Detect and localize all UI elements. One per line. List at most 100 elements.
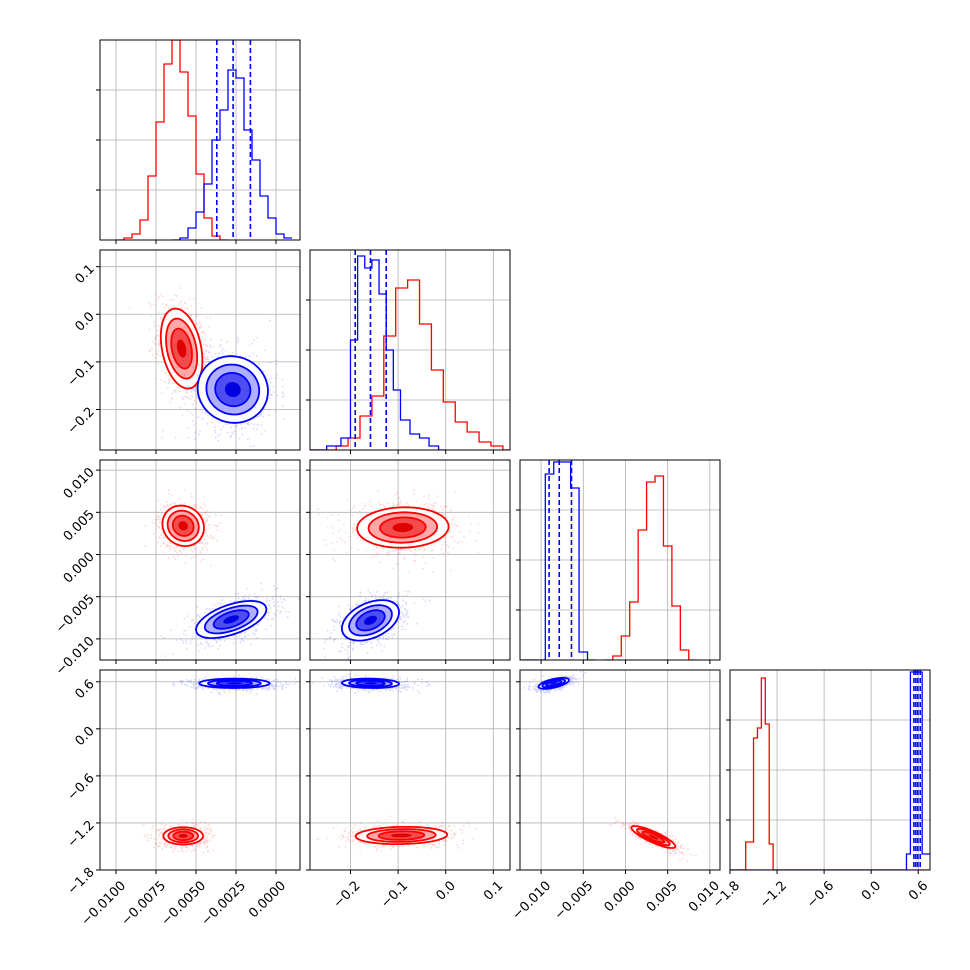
red-contour-line <box>377 830 426 841</box>
blue-contour-line <box>196 355 269 424</box>
scatter-panel-2 <box>99 459 301 661</box>
x-tick-label: 0.1 <box>481 878 506 903</box>
x-axis-3: −0.010−0.005 0.000 0.005 0.010 <box>510 870 723 923</box>
blue-contour-line <box>541 678 566 689</box>
red-density-fill <box>391 833 412 838</box>
panel-frame <box>309 459 511 661</box>
blue-contour-line <box>355 609 386 632</box>
red-contour-line <box>635 827 671 847</box>
scatter-panel-6 <box>519 669 721 871</box>
red-contour-line <box>379 516 427 539</box>
histogram-panel-3 <box>516 459 721 661</box>
blue-histogram-line <box>172 69 292 240</box>
scatter-panel-1 <box>99 249 301 451</box>
blue-density-fill <box>364 615 377 625</box>
x-tick-label: −0.005 <box>552 878 597 923</box>
y-tick-label: −0.005 <box>53 592 98 637</box>
y-tick-label: 0.6 <box>72 677 97 702</box>
x-tick-label: −0.010 <box>510 878 555 923</box>
red-contour-line <box>159 307 204 390</box>
blue-contour-line <box>203 604 259 635</box>
red-contour-line <box>366 828 437 843</box>
red-histogram-line <box>116 40 228 240</box>
x-tick-label: 0.0000 <box>246 878 289 921</box>
red-density-fill <box>648 834 659 840</box>
blue-density-fill <box>226 682 243 685</box>
red-contour-line <box>356 506 450 549</box>
red-histogram-line <box>604 475 698 660</box>
x-tick-label: 0.6 <box>906 878 931 903</box>
y-tick-label: −0.6 <box>65 771 98 804</box>
panel-frame <box>519 669 721 871</box>
panel-frame <box>99 249 301 451</box>
panel-frame <box>99 459 301 661</box>
x-tick-label: −0.6 <box>804 878 837 911</box>
y-tick-label: −0.010 <box>53 634 98 679</box>
scatter-panel-5 <box>309 669 511 871</box>
panel-frame <box>99 669 301 871</box>
red-contour-line <box>170 327 193 370</box>
blue-contour-line <box>537 676 570 690</box>
x-tick-label: −0.0025 <box>199 878 249 928</box>
red-contour-line <box>165 317 199 380</box>
y-tick-label: −0.2 <box>65 405 98 438</box>
blue-density-fill <box>224 382 241 397</box>
y-axis-4: −1.8 −1.2 −0.6 0.0 0.6 <box>65 677 100 898</box>
blue-density-fill <box>364 682 377 685</box>
panel-frame <box>309 249 511 451</box>
blue-scatter-points <box>162 319 285 448</box>
red-contour-line <box>161 504 205 548</box>
x-tick-label: 0.000 <box>602 878 639 915</box>
x-axis-2: −0.2 −0.1 0.0 0.1 <box>331 870 506 911</box>
blue-contour-line <box>212 609 250 630</box>
red-contour-line <box>162 826 204 846</box>
x-tick-label: −0.2 <box>331 878 364 911</box>
red-density-fill <box>392 523 414 533</box>
red-histogram-line <box>310 279 510 450</box>
y-tick-label: −0.1 <box>65 357 98 390</box>
histogram-panel-4 <box>726 669 931 871</box>
panel-frame <box>519 459 721 661</box>
red-contour-line <box>354 826 449 845</box>
blue-contour-line <box>340 599 400 642</box>
blue-contour-line <box>545 679 563 687</box>
y-tick-label: −1.2 <box>65 818 98 851</box>
blue-contour-line <box>205 363 261 416</box>
blue-contour-line <box>214 371 252 408</box>
y-tick-label: 0.0 <box>72 309 97 334</box>
scatter-panel-4 <box>99 669 301 871</box>
y-tick-label: 0.010 <box>61 465 98 502</box>
red-density-fill <box>178 521 188 531</box>
red-contour-line <box>172 830 195 842</box>
histogram-panel-1 <box>96 39 301 241</box>
blue-density-fill <box>223 615 240 624</box>
red-histogram-line <box>730 677 930 870</box>
red-contour-line <box>171 514 195 537</box>
panel-frame <box>99 39 301 241</box>
blue-density-fill <box>550 682 558 685</box>
red-density-fill <box>176 339 187 358</box>
scatter-panel-3 <box>309 459 511 661</box>
x-tick-label: 0.005 <box>644 878 681 915</box>
y-tick-label: 0.000 <box>61 550 98 587</box>
blue-contour-line <box>215 680 253 687</box>
x-tick-label: −1.2 <box>757 878 790 911</box>
panel-frame <box>309 669 511 871</box>
blue-histogram-line <box>520 461 596 660</box>
x-axis-4: −1.8 −1.2 −0.6 0.0 0.6 <box>710 870 931 911</box>
y-tick-label: 0.0 <box>72 724 97 749</box>
panel-frame <box>729 669 931 871</box>
y-tick-label: −1.8 <box>65 865 98 898</box>
red-contour-line <box>630 825 677 849</box>
x-tick-label: 0.0 <box>859 878 884 903</box>
blue-contour-line <box>347 678 393 688</box>
y-axis-2: −0.2 −0.1 0.0 0.1 <box>65 262 100 438</box>
blue-contour-line <box>207 678 262 688</box>
blue-contour-line <box>348 604 393 637</box>
y-tick-label: 0.005 <box>61 507 98 544</box>
blue-histogram-line <box>730 671 930 870</box>
red-contour-line <box>641 830 666 844</box>
blue-contour-line <box>355 680 386 687</box>
